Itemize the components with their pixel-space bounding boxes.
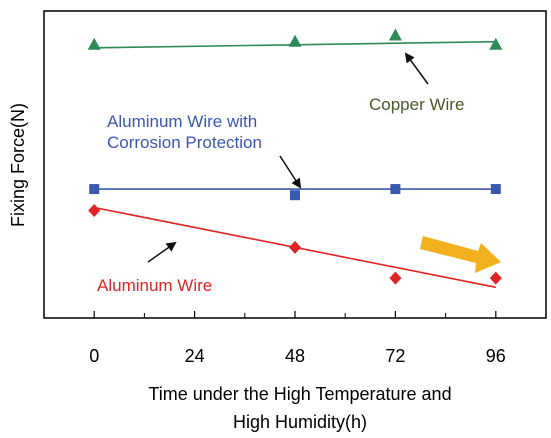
plot-frame	[43, 10, 547, 319]
x-tick-label: 0	[89, 346, 99, 366]
square-marker	[490, 184, 501, 195]
aluminum-wire-label: Aluminum Wire	[97, 276, 212, 295]
x-tick-label: 72	[385, 346, 405, 366]
diamond-marker	[289, 240, 301, 254]
protected-callout-arrow	[279, 155, 302, 189]
x-axis-label-line2: High Humidity(h)	[233, 412, 367, 432]
x-axis-ticks	[93, 311, 497, 318]
triangle-marker	[87, 37, 101, 50]
y-axis-label: Fixing Force(N)	[8, 103, 28, 227]
x-tick-labels: 0 24 48 72 96	[89, 346, 506, 366]
diamond-marker	[489, 271, 502, 285]
x-tick-label: 24	[185, 346, 205, 366]
square-marker	[290, 190, 300, 201]
triangle-marker	[288, 34, 302, 47]
triangle-marker	[388, 28, 402, 41]
x-tick-label: 96	[486, 346, 506, 366]
x-axis-label-line1: Time under the High Temperature and	[148, 384, 451, 404]
diamond-marker	[88, 204, 101, 218]
data-markers	[87, 28, 503, 285]
diamond-marker	[389, 271, 402, 285]
x-tick-label: 48	[285, 346, 305, 366]
triangle-marker	[489, 37, 503, 50]
copper-callout-arrow	[404, 52, 429, 85]
square-marker	[89, 184, 100, 195]
decrease-trend-arrow	[420, 236, 501, 273]
copper-wire-label: Copper Wire	[369, 95, 464, 114]
aluminum-protected-label-line1: Aluminum Wire with	[107, 112, 257, 131]
aluminum-protected-label-line2: Corrosion Protection	[107, 133, 262, 152]
square-marker	[390, 184, 401, 195]
aluminum-callout-arrow	[147, 241, 177, 263]
